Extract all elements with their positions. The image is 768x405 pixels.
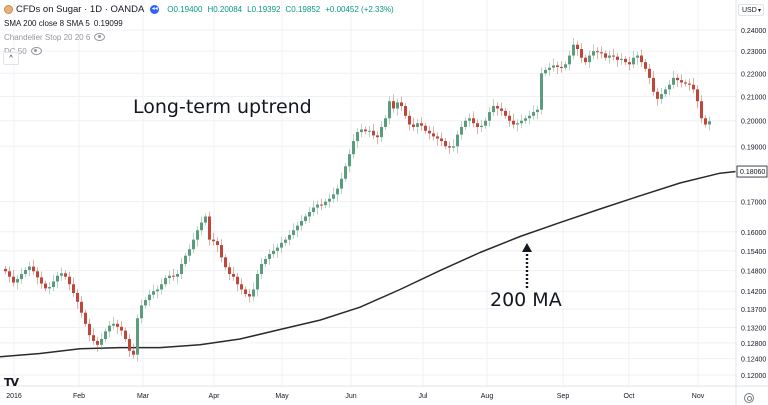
svg-text:0.21000: 0.21000 bbox=[741, 94, 766, 101]
replay-icon[interactable]: ◂◂ bbox=[150, 4, 160, 14]
svg-text:0.15400: 0.15400 bbox=[741, 249, 766, 256]
time-axis[interactable]: 2016 Feb Mar Apr May Jun Jul Aug Sep Oct Nov bbox=[6, 393, 705, 400]
indicator-value: 0.19099 bbox=[93, 18, 123, 28]
svg-text:0.18060: 0.18060 bbox=[740, 169, 765, 176]
svg-text:Aug: Aug bbox=[481, 393, 494, 400]
annotation-200-ma: 200 MA bbox=[490, 289, 562, 311]
svg-text:Oct: Oct bbox=[624, 393, 635, 400]
hidden-eye-icon[interactable] bbox=[30, 47, 42, 55]
sugar-symbol-icon bbox=[4, 4, 13, 14]
svg-text:Apr: Apr bbox=[209, 393, 221, 400]
moving-average-200-line bbox=[0, 170, 737, 358]
high-value: H0.20084 bbox=[207, 4, 243, 14]
svg-text:Nov: Nov bbox=[692, 393, 705, 400]
svg-text:0.12800: 0.12800 bbox=[741, 341, 766, 348]
hidden-eye-icon[interactable] bbox=[94, 33, 106, 41]
settings-gear-icon[interactable] bbox=[744, 393, 754, 403]
svg-text:0.14200: 0.14200 bbox=[741, 289, 766, 296]
svg-text:Jun: Jun bbox=[345, 393, 356, 400]
svg-text:Sep: Sep bbox=[557, 393, 570, 400]
change-value: +0.00452 (+2.33%) bbox=[325, 4, 394, 14]
svg-text:2016: 2016 bbox=[6, 393, 22, 400]
svg-text:0.23000: 0.23000 bbox=[741, 49, 766, 56]
svg-text:0.22000: 0.22000 bbox=[741, 71, 766, 78]
indicator-label: DC 50 bbox=[4, 46, 27, 56]
ma-price-tag: 0.18060 bbox=[736, 165, 768, 178]
symbol-title[interactable]: CFDs on Sugar · 1D · OANDA bbox=[16, 3, 145, 15]
grid-lines bbox=[0, 0, 736, 386]
svg-text:0.12000: 0.12000 bbox=[741, 373, 766, 380]
annotation-long-term-uptrend: Long-term uptrend bbox=[133, 96, 312, 118]
currency-select[interactable]: USD bbox=[738, 4, 764, 17]
svg-text:0.14800: 0.14800 bbox=[741, 269, 766, 276]
svg-text:0.13700: 0.13700 bbox=[741, 307, 766, 314]
indicator-sma[interactable]: SMA 200 close 8 SMA 5 0.19099 bbox=[4, 16, 399, 30]
indicator-dc[interactable]: DC 50 bbox=[4, 44, 399, 58]
svg-text:0.20000: 0.20000 bbox=[741, 119, 766, 126]
svg-text:May: May bbox=[275, 393, 289, 400]
symbol-row: CFDs on Sugar · 1D · OANDA ◂◂ O0.19400 H0… bbox=[4, 2, 399, 16]
svg-text:0.17000: 0.17000 bbox=[741, 200, 766, 207]
close-value: C0.19852 bbox=[285, 4, 321, 14]
indicator-label: Chandelier Stop 20 20 6 bbox=[4, 32, 91, 42]
svg-text:0.12400: 0.12400 bbox=[741, 357, 766, 364]
chart-legend: CFDs on Sugar · 1D · OANDA ◂◂ O0.19400 H0… bbox=[4, 2, 399, 58]
indicator-chandelier[interactable]: Chandelier Stop 20 20 6 bbox=[4, 30, 399, 44]
svg-text:0.19000: 0.19000 bbox=[741, 144, 766, 151]
price-axis[interactable]: 0.24000 0.23000 0.22000 0.21000 0.20000 0.190… bbox=[741, 28, 766, 380]
open-value: O0.19400 bbox=[167, 4, 203, 14]
indicator-label: SMA 200 close 8 SMA 5 bbox=[4, 18, 90, 28]
svg-text:0.13200: 0.13200 bbox=[741, 326, 766, 333]
low-value: L0.19392 bbox=[247, 4, 281, 14]
svg-text:Feb: Feb bbox=[73, 393, 85, 400]
svg-text:0.24000: 0.24000 bbox=[741, 28, 766, 35]
svg-text:Jul: Jul bbox=[419, 393, 428, 400]
tradingview-logo: TV bbox=[4, 376, 19, 389]
candles bbox=[4, 37, 711, 362]
svg-text:Mar: Mar bbox=[137, 393, 150, 400]
ohlc-values: O0.19400 H0.20084 L0.19392 C0.19852 +0.00452… bbox=[167, 5, 398, 14]
dotted-arrow-annotation bbox=[522, 243, 532, 288]
collapse-legend-button[interactable]: ^ bbox=[3, 52, 19, 65]
svg-text:0.16000: 0.16000 bbox=[741, 230, 766, 237]
